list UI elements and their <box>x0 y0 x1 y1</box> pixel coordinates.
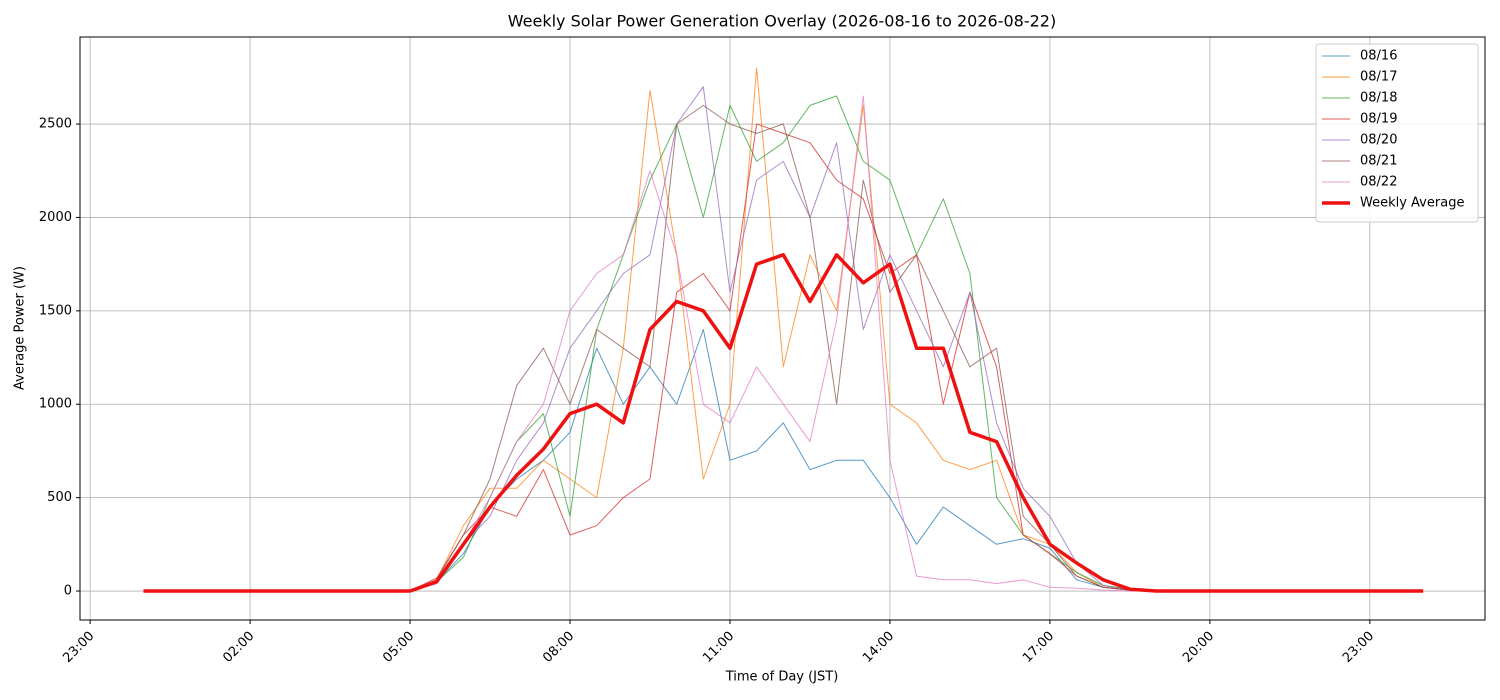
y-tick-label: 2000 <box>39 210 72 225</box>
series-line <box>143 95 1424 592</box>
legend-label: 08/19 <box>1360 112 1397 127</box>
legend-box <box>1315 43 1479 223</box>
series-line <box>143 123 1424 592</box>
x-tick-label: 14:00 <box>860 629 897 666</box>
series-line <box>143 67 1424 592</box>
series-line <box>143 253 1424 593</box>
y-tick-label: 500 <box>47 490 72 505</box>
y-axis-label: Average Power (W) <box>13 266 28 390</box>
y-tick-label: 1000 <box>39 397 72 412</box>
legend-label: 08/21 <box>1360 154 1397 169</box>
y-tick-label: 0 <box>64 584 72 599</box>
x-tick-label: 11:00 <box>700 629 737 666</box>
series-line <box>143 104 1424 592</box>
x-tick-label: 17:00 <box>1020 629 1057 666</box>
legend-label: Weekly Average <box>1360 196 1464 211</box>
x-tick-label: 05:00 <box>380 629 417 666</box>
y-tick-label: 1500 <box>39 303 72 318</box>
x-tick-label: 08:00 <box>540 629 577 666</box>
legend: 08/16 08/17 08/18 08/19 08/20 08/21 08/22 Weekl… <box>1315 43 1479 223</box>
x-tick-label: 23:00 <box>1340 629 1377 666</box>
x-tick-label: 23:00 <box>60 629 97 666</box>
legend-label: 08/20 <box>1360 133 1397 148</box>
x-axis-label: Time of Day (JST) <box>725 670 839 685</box>
legend-label: 08/18 <box>1360 91 1397 106</box>
series-line <box>143 329 1424 592</box>
x-tick-label: 02:00 <box>220 629 257 666</box>
legend-label: 08/17 <box>1360 70 1397 85</box>
plot-frame <box>79 36 1486 621</box>
chart-title: Weekly Solar Power Generation Overlay (2… <box>508 12 1056 31</box>
legend-label: 08/16 <box>1360 49 1397 64</box>
series-line <box>143 95 1424 592</box>
y-tick-label: 2500 <box>39 117 72 132</box>
series-line <box>143 86 1424 592</box>
legend-label: 08/22 <box>1360 175 1397 190</box>
x-tick-label: 20:00 <box>1180 629 1217 666</box>
